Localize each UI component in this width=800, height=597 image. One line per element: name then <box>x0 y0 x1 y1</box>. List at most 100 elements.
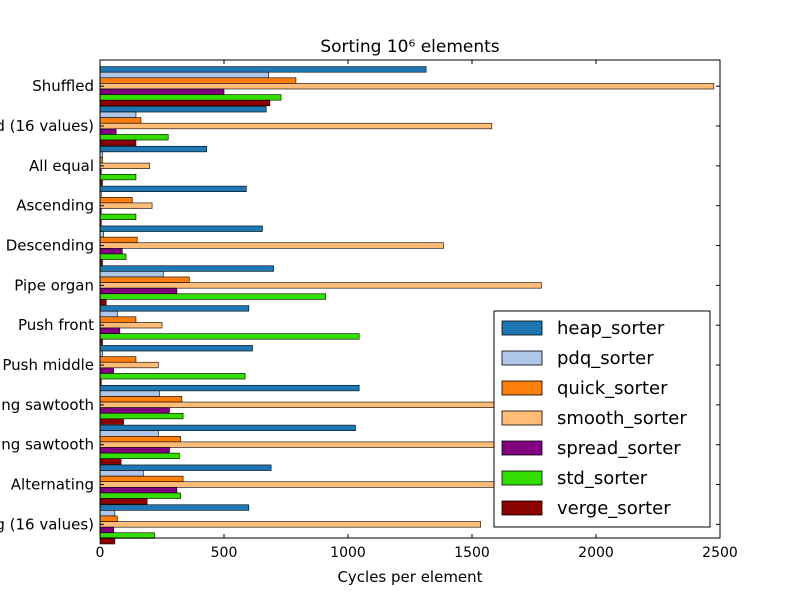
legend-label-spread_sorter: spread_sorter <box>557 438 681 459</box>
bar-spread_sorter-8 <box>99 367 114 374</box>
bar-std_sorter-5 <box>99 253 127 260</box>
bar-spread_sorter-6 <box>99 287 178 295</box>
legend-label-smooth_sorter: smooth_sorter <box>557 408 687 429</box>
bar-spread_sorter-1 <box>99 88 225 95</box>
x-tick-label: 1500 <box>454 545 490 561</box>
bar-heap_sorter-5 <box>99 225 263 232</box>
bar-heap_sorter-8 <box>99 345 253 352</box>
bar-heap_sorter-2 <box>99 106 267 113</box>
bar-quick_sorter-5 <box>99 236 138 244</box>
plot-area: Shuffled Shuffled (16 values) All equal Asc… <box>0 59 738 561</box>
bar-spread_sorter-7 <box>99 327 121 334</box>
bar-spread_sorter-11 <box>99 487 178 494</box>
x-tick-label: 1000 <box>330 545 366 561</box>
x-tick-label: 500 <box>211 545 238 561</box>
bar-std_sorter-8 <box>99 373 246 380</box>
bar-spread_sorter-5 <box>99 248 123 255</box>
bar-verge_sorter-9 <box>99 418 124 425</box>
x-axis-label: Cycles per element <box>337 568 482 586</box>
x-tick-label: 2000 <box>578 545 614 561</box>
bar-heap_sorter-11 <box>99 464 272 471</box>
y-tick-label: Descending <box>6 237 94 255</box>
bar-pdq_sorter-2 <box>99 111 137 118</box>
bar-smooth_sorter-3 <box>99 162 150 169</box>
bar-heap_sorter-1 <box>99 66 427 73</box>
bar-heap_sorter-6 <box>99 265 274 272</box>
y-tick-label: Alternating (16 values) <box>0 515 94 533</box>
bar-std_sorter-1 <box>99 94 282 101</box>
bar-heap_sorter-3 <box>99 145 207 153</box>
bar-std_sorter-2 <box>99 134 169 141</box>
bar-smooth_sorter-5 <box>99 242 444 249</box>
bar-pdq_sorter-6 <box>99 271 164 278</box>
bar-pdq_sorter-11 <box>99 470 144 477</box>
bar-verge_sorter-10 <box>99 458 122 465</box>
legend-label-pdq_sorter: pdq_sorter <box>557 348 654 369</box>
bar-quick_sorter-11 <box>99 475 184 483</box>
legend-swatch-smooth_sorter <box>501 410 543 426</box>
y-tick-label: Push front <box>18 316 94 334</box>
legend-label-verge_sorter: verge_sorter <box>557 498 671 519</box>
bar-spread_sorter-9 <box>99 407 170 414</box>
bar-smooth_sorter-6 <box>99 282 542 289</box>
bar-quick_sorter-1 <box>99 77 297 84</box>
legend: heap_sorter pdq_sorter quick_sorter smooth_… <box>493 310 711 528</box>
y-tick-label: Descending sawtooth <box>0 436 94 454</box>
bar-pdq_sorter-10 <box>99 430 159 437</box>
bar-heap_sorter-12 <box>99 504 250 511</box>
bar-std_sorter-10 <box>99 452 180 460</box>
bar-heap_sorter-9 <box>99 384 360 392</box>
y-tick-label: All equal <box>29 157 94 175</box>
x-tick-label: 0 <box>96 545 105 561</box>
bar-quick_sorter-8 <box>99 356 137 363</box>
y-tick-label: Shuffled (16 values) <box>0 117 94 135</box>
legend-swatch-std_sorter <box>501 470 543 486</box>
bar-std_sorter-11 <box>99 492 181 499</box>
legend-swatch-quick_sorter <box>501 380 543 396</box>
bar-quick_sorter-4 <box>99 197 133 204</box>
bar-pdq_sorter-1 <box>99 71 269 79</box>
chart-title: Sorting 10⁶ elements <box>320 37 499 57</box>
bar-pdq_sorter-5 <box>99 231 105 238</box>
bar-verge_sorter-6 <box>99 299 107 306</box>
legend-label-std_sorter: std_sorter <box>557 468 648 489</box>
bar-smooth_sorter-8 <box>99 361 159 369</box>
bar-heap_sorter-4 <box>99 185 247 193</box>
bar-verge_sorter-12 <box>99 538 116 545</box>
legend-swatch-spread_sorter <box>501 440 543 456</box>
bar-quick_sorter-10 <box>99 435 181 443</box>
y-tick-label: Ascending sawtooth <box>0 396 94 414</box>
bar-spread_sorter-2 <box>99 128 117 135</box>
bar-quick_sorter-9 <box>99 396 183 403</box>
bar-pdq_sorter-7 <box>99 310 118 318</box>
bar-std_sorter-3 <box>99 173 137 181</box>
legend-swatch-pdq_sorter <box>501 350 543 366</box>
bar-std_sorter-7 <box>99 333 360 340</box>
bar-spread_sorter-12 <box>99 526 114 534</box>
y-tick-label: Shuffled <box>32 77 94 95</box>
bar-smooth_sorter-2 <box>99 122 493 130</box>
x-tick-label: 2500 <box>702 545 738 561</box>
bar-quick_sorter-7 <box>99 316 137 323</box>
bar-std_sorter-9 <box>99 412 184 420</box>
legend-swatch-verge_sorter <box>501 500 543 516</box>
legend-swatch-heap_sorter <box>501 320 543 336</box>
y-tick-label: Pipe organ <box>14 276 94 294</box>
bar-smooth_sorter-7 <box>99 322 163 329</box>
bar-pdq_sorter-9 <box>99 390 160 397</box>
bar-quick_sorter-12 <box>99 515 118 522</box>
y-tick-label: Push middle <box>2 356 94 374</box>
bar-pdq_sorter-12 <box>99 510 116 517</box>
bar-verge_sorter-2 <box>99 139 137 146</box>
bar-verge_sorter-1 <box>99 99 271 107</box>
bar-smooth_sorter-1 <box>99 83 715 90</box>
y-tick-label: Ascending <box>16 197 94 215</box>
y-tick-label: Alternating <box>11 476 94 494</box>
bar-std_sorter-6 <box>99 293 326 300</box>
axes-frame <box>99 59 721 539</box>
bar-quick_sorter-6 <box>99 276 190 283</box>
bar-smooth_sorter-4 <box>99 202 153 209</box>
bar-spread_sorter-10 <box>99 447 170 454</box>
bar-smooth_sorter-12 <box>99 521 481 528</box>
